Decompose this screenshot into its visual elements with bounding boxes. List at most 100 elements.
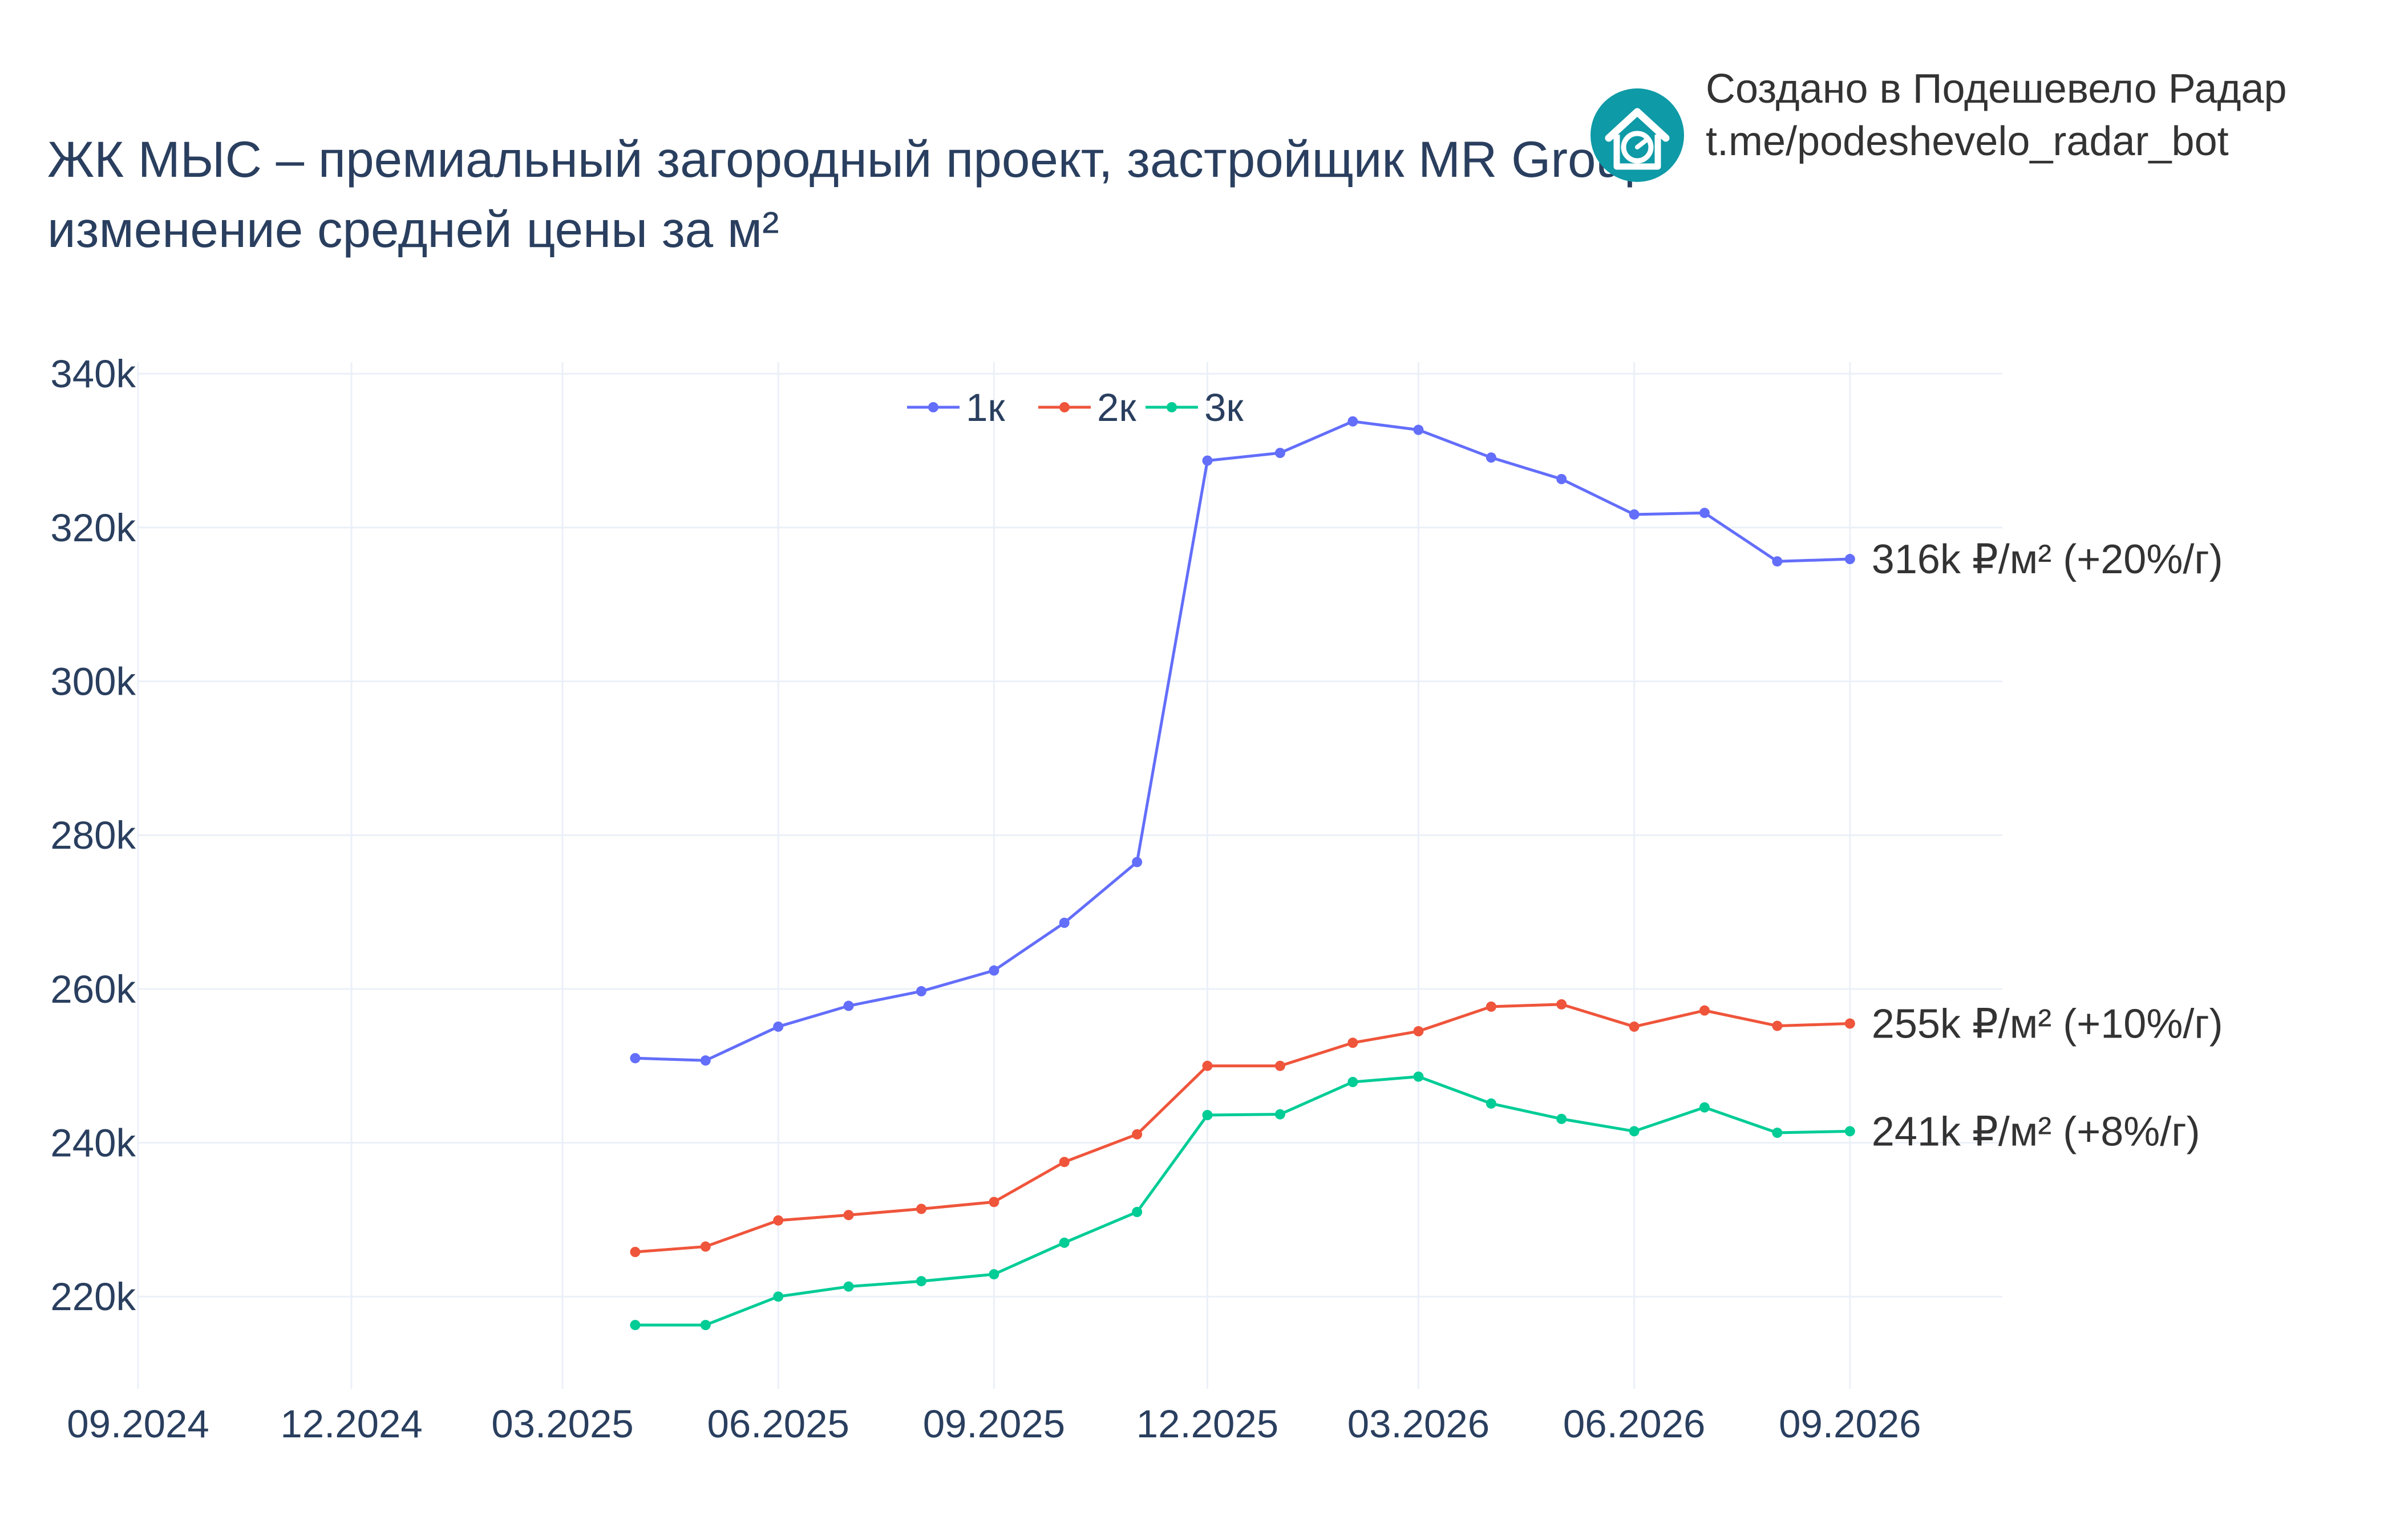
data-point <box>989 965 999 976</box>
y-tick-label: 220k <box>50 1275 136 1319</box>
data-point <box>1629 1126 1640 1137</box>
data-point <box>843 1000 854 1011</box>
grid <box>137 362 2002 1389</box>
data-point <box>1274 1109 1285 1120</box>
data-point <box>1132 1206 1143 1217</box>
end-labels: 316k ₽/м² (+20%/г) 255k ₽/м² (+10%/г) 241k… <box>1872 537 2223 1154</box>
data-point <box>1486 1098 1496 1109</box>
y-tick-label: 240k <box>50 1121 136 1165</box>
data-point <box>843 1210 854 1221</box>
legend-item[interactable]: 1к <box>907 386 1005 429</box>
series-2 <box>630 999 1855 1257</box>
data-point <box>1347 1038 1358 1048</box>
y-tick-label: 300k <box>50 660 136 704</box>
legend-marker <box>1059 402 1070 412</box>
data-point <box>700 1320 711 1331</box>
data-point <box>1132 1129 1143 1140</box>
x-tick-label: 06.2026 <box>1563 1402 1705 1446</box>
legend-marker <box>1167 402 1177 412</box>
data-point <box>1202 1110 1213 1120</box>
series-line <box>635 1003 1850 1254</box>
data-point <box>773 1021 784 1032</box>
data-point <box>1347 416 1358 427</box>
chart-subtitle: изменение средней цены за м² <box>47 201 779 258</box>
legend-item[interactable]: 3к <box>1146 386 1244 429</box>
x-tick-label: 12.2024 <box>280 1402 422 1446</box>
data-point <box>989 1197 999 1207</box>
data-point <box>916 1276 926 1287</box>
data-point <box>1413 1026 1424 1037</box>
data-point <box>1629 1021 1640 1032</box>
legend[interactable]: 1к 2к 3к <box>907 386 1244 429</box>
credit-line-1: Создано в Подешевело Радар <box>1706 66 2287 112</box>
data-point <box>1556 1113 1567 1124</box>
data-point <box>630 1320 641 1331</box>
data-point <box>773 1215 784 1226</box>
x-tick-label: 09.2025 <box>923 1402 1065 1446</box>
data-point <box>630 1053 641 1064</box>
legend-item[interactable]: 2к <box>1038 386 1136 429</box>
y-tick-label: 320k <box>50 506 136 550</box>
data-point <box>700 1241 711 1252</box>
credit-block[interactable]: Создано в Подешевело Радар t.me/podeshev… <box>1590 66 2287 182</box>
data-point <box>700 1055 711 1066</box>
x-tick-label: 03.2026 <box>1347 1402 1490 1446</box>
data-point <box>1347 1077 1358 1088</box>
chart-title: ЖК МЫС – премиальный загородный проект, … <box>47 131 1653 188</box>
x-tick-label: 12.2025 <box>1136 1402 1278 1446</box>
data-point <box>1413 424 1424 435</box>
series-line <box>635 420 1850 1062</box>
credit-line-2[interactable]: t.me/podeshevelo_radar_bot <box>1706 119 2229 164</box>
legend-label: 1к <box>966 386 1005 429</box>
data-point <box>1772 1128 1783 1138</box>
data-point <box>843 1281 854 1292</box>
y-tick-label: 260k <box>50 967 136 1011</box>
data-point <box>916 986 926 996</box>
data-point <box>1059 1157 1070 1168</box>
series-3 <box>630 1071 1855 1331</box>
data-point <box>989 1269 999 1280</box>
data-point <box>630 1247 641 1257</box>
data-point <box>1202 1060 1213 1071</box>
data-point <box>916 1203 926 1214</box>
series-end-label: 255k ₽/м² (+10%/г) <box>1872 1002 2223 1047</box>
x-tick-label: 09.2026 <box>1779 1402 1921 1446</box>
data-point <box>1059 1237 1070 1248</box>
data-point <box>1699 1102 1710 1113</box>
data-point <box>1556 999 1567 1010</box>
legend-label: 2к <box>1097 386 1136 429</box>
y-tick-label: 340k <box>50 352 136 396</box>
data-point <box>1202 455 1213 466</box>
x-axis-ticks: 09.2024 12.2024 03.2025 06.2025 09.2025 12.20… <box>67 1402 1921 1446</box>
data-point <box>1844 554 1855 565</box>
series-1 <box>630 416 1855 1066</box>
data-point <box>1486 452 1496 463</box>
y-tick-label: 280k <box>50 813 136 857</box>
data-point <box>1772 1020 1783 1031</box>
x-tick-label: 06.2025 <box>707 1402 849 1446</box>
data-point <box>1486 1001 1496 1012</box>
x-tick-label: 03.2025 <box>491 1402 633 1446</box>
data-point <box>1274 448 1285 459</box>
legend-marker <box>928 402 938 412</box>
x-tick-label: 09.2024 <box>67 1402 209 1446</box>
data-point <box>773 1291 784 1302</box>
data-point <box>1556 473 1567 484</box>
legend-label: 3к <box>1204 386 1244 429</box>
series-end-label: 316k ₽/м² (+20%/г) <box>1872 537 2223 582</box>
series-end-label: 241k ₽/м² (+8%/г) <box>1872 1109 2200 1154</box>
data-point <box>1844 1018 1855 1029</box>
series-lines <box>630 416 1855 1331</box>
data-point <box>1699 508 1710 518</box>
house-chart-logo-icon <box>1590 88 1684 182</box>
data-point <box>1629 509 1640 520</box>
data-point <box>1132 857 1143 868</box>
data-point <box>1772 556 1783 567</box>
data-point <box>1059 917 1070 928</box>
data-point <box>1413 1071 1424 1082</box>
data-point <box>1844 1126 1855 1137</box>
data-point <box>1699 1005 1710 1016</box>
series-line <box>635 1075 1850 1327</box>
data-point <box>1274 1060 1285 1071</box>
